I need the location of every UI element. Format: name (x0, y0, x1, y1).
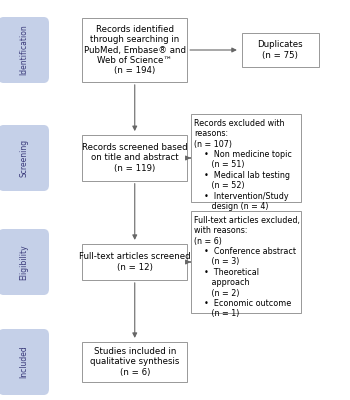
Text: Eligibility: Eligibility (19, 244, 28, 280)
FancyBboxPatch shape (82, 342, 187, 382)
FancyBboxPatch shape (82, 135, 187, 181)
FancyBboxPatch shape (0, 229, 49, 295)
Text: Screening: Screening (19, 139, 28, 177)
Text: Full-text articles screened
(n = 12): Full-text articles screened (n = 12) (79, 252, 190, 272)
Text: Full-text articles excluded,
with reasons:
(n = 6)
    •  Conference abstract
  : Full-text articles excluded, with reason… (194, 216, 300, 318)
Text: Records screened based
on title and abstract
(n = 119): Records screened based on title and abst… (82, 143, 188, 173)
FancyBboxPatch shape (191, 211, 301, 313)
FancyBboxPatch shape (82, 244, 187, 280)
FancyBboxPatch shape (241, 33, 318, 67)
FancyBboxPatch shape (0, 17, 49, 83)
Text: Records identified
through searching in
PubMed, Embase® and
Web of Science™
(n =: Records identified through searching in … (84, 25, 186, 75)
Text: Records excluded with
reasons:
(n = 107)
    •  Non medicine topic
       (n = 5: Records excluded with reasons: (n = 107)… (194, 119, 292, 211)
Text: Duplicates
(n = 75): Duplicates (n = 75) (257, 40, 303, 60)
Text: Studies included in
qualitative synthesis
(n = 6): Studies included in qualitative synthesi… (90, 347, 180, 377)
Text: Included: Included (19, 346, 28, 378)
FancyBboxPatch shape (82, 18, 187, 82)
Text: Identification: Identification (19, 25, 28, 75)
FancyBboxPatch shape (191, 114, 301, 202)
FancyBboxPatch shape (0, 329, 49, 395)
FancyBboxPatch shape (0, 125, 49, 191)
